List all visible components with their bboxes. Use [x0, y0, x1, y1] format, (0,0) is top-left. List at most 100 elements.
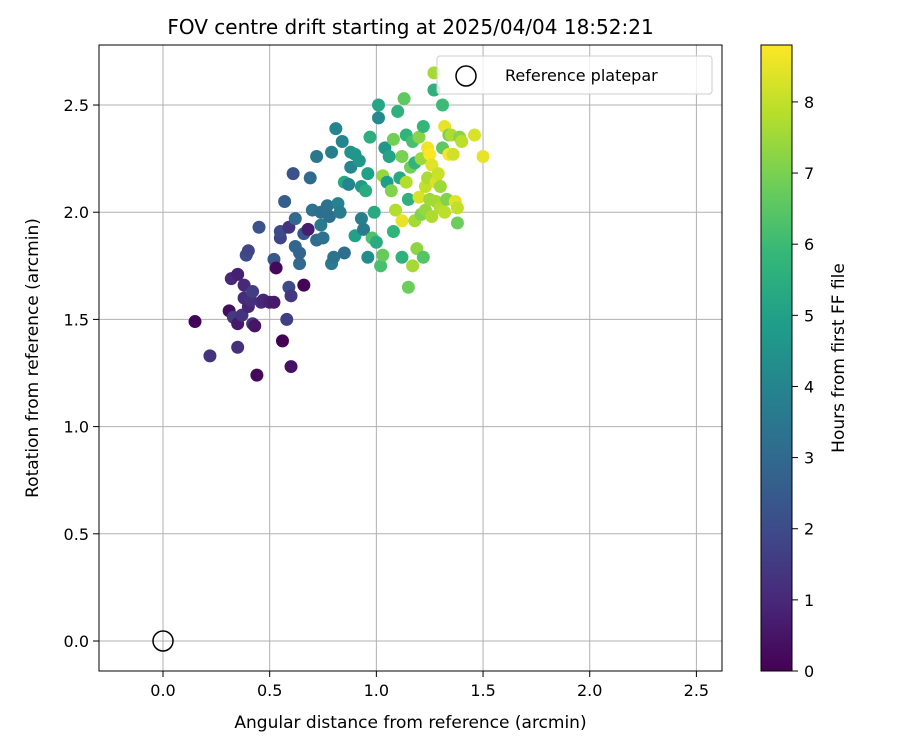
grid-lines — [99, 45, 722, 671]
data-point — [376, 248, 390, 262]
x-tick-label: 2.5 — [684, 681, 709, 700]
colorbar-tick-label: 5 — [804, 306, 814, 325]
data-point — [369, 235, 383, 249]
data-points — [152, 66, 490, 652]
data-point — [361, 167, 375, 181]
data-point — [231, 267, 245, 281]
colorbar-scale — [760, 44, 793, 672]
colorbar: 0 1 2 3 4 5 6 7 8 Hours from first FF file — [760, 44, 849, 681]
y-axis-label: Rotation from reference (arcmin) — [23, 218, 43, 498]
data-point — [203, 349, 217, 363]
data-point — [342, 177, 356, 191]
colorbar-ticks: 0 1 2 3 4 5 6 7 8 — [792, 93, 814, 681]
data-point — [297, 278, 311, 292]
data-point — [327, 250, 341, 264]
data-point — [455, 134, 469, 148]
data-point — [293, 246, 307, 260]
data-point — [431, 167, 445, 181]
data-point — [275, 334, 289, 348]
data-point — [278, 195, 292, 208]
data-point — [401, 192, 415, 206]
data-point — [425, 210, 439, 224]
data-point — [188, 315, 202, 329]
data-point — [395, 214, 409, 228]
data-point — [446, 147, 460, 161]
colorbar-label: Hours from first FF file — [829, 263, 849, 453]
data-point — [252, 220, 266, 234]
data-point — [310, 149, 324, 163]
data-point — [288, 212, 302, 226]
data-point — [357, 222, 371, 236]
data-point — [433, 179, 447, 193]
data-point — [416, 119, 430, 133]
data-point — [450, 216, 464, 230]
data-point — [284, 289, 298, 303]
y-tick-label: 2.5 — [64, 96, 89, 115]
x-tick-label: 2.0 — [577, 681, 602, 700]
legend-marker-icon — [455, 65, 477, 87]
plot-frame — [98, 44, 723, 672]
x-axis-label: Angular distance from reference (arcmin) — [234, 713, 586, 733]
data-point — [284, 360, 298, 374]
data-point — [301, 222, 315, 236]
x-tick-label: 1.0 — [364, 681, 389, 700]
colorbar-tick-label: 2 — [804, 520, 814, 539]
data-point — [314, 218, 328, 232]
data-point — [412, 130, 426, 144]
data-point — [399, 175, 413, 189]
data-point — [468, 128, 482, 142]
x-axis-ticks: 0.0 0.5 1.0 1.5 2.0 2.5 — [150, 671, 709, 700]
data-point — [246, 285, 260, 299]
data-point — [384, 184, 398, 198]
data-point — [337, 246, 351, 260]
data-point — [333, 205, 347, 219]
data-point — [322, 210, 336, 224]
data-point — [280, 312, 294, 326]
data-point — [354, 212, 368, 226]
chart-title: FOV centre drift starting at 2025/04/04 … — [167, 15, 653, 39]
x-tick-label: 0.0 — [150, 681, 175, 700]
data-point — [391, 104, 405, 118]
data-point — [352, 154, 366, 168]
data-point — [231, 340, 245, 354]
reference-point — [152, 630, 174, 652]
data-point — [325, 145, 339, 159]
data-point — [359, 184, 373, 198]
colorbar-tick-label: 1 — [804, 591, 814, 610]
legend: Reference platepar — [436, 55, 713, 95]
data-point — [371, 111, 385, 125]
data-point — [371, 98, 385, 112]
y-tick-label: 2.0 — [64, 203, 89, 222]
data-point — [401, 280, 415, 294]
legend-box — [436, 55, 713, 95]
data-point — [293, 257, 307, 271]
data-point — [389, 203, 403, 217]
data-point — [438, 205, 452, 219]
colorbar-tick-label: 6 — [804, 235, 814, 254]
data-point — [320, 199, 334, 213]
data-point — [423, 147, 437, 161]
y-tick-label: 0.0 — [64, 632, 89, 651]
data-point — [329, 122, 343, 136]
data-point — [286, 167, 300, 181]
data-point — [450, 201, 464, 215]
data-point — [241, 244, 255, 258]
colorbar-tick-label: 0 — [804, 662, 814, 681]
data-point — [386, 225, 400, 239]
x-tick-label: 1.5 — [470, 681, 495, 700]
data-point — [267, 295, 281, 309]
y-tick-label: 1.0 — [64, 418, 89, 437]
data-point — [361, 250, 375, 264]
data-point — [412, 190, 426, 204]
colorbar-tick-label: 7 — [804, 164, 814, 183]
data-point — [363, 130, 377, 144]
legend-entry-label: Reference platepar — [505, 66, 658, 85]
data-point — [248, 319, 262, 333]
colorbar-tick-label: 4 — [804, 377, 814, 396]
colorbar-tick-label: 3 — [804, 449, 814, 468]
data-point — [436, 98, 450, 112]
data-point — [374, 259, 388, 273]
data-point — [395, 250, 409, 264]
data-point — [416, 250, 430, 264]
